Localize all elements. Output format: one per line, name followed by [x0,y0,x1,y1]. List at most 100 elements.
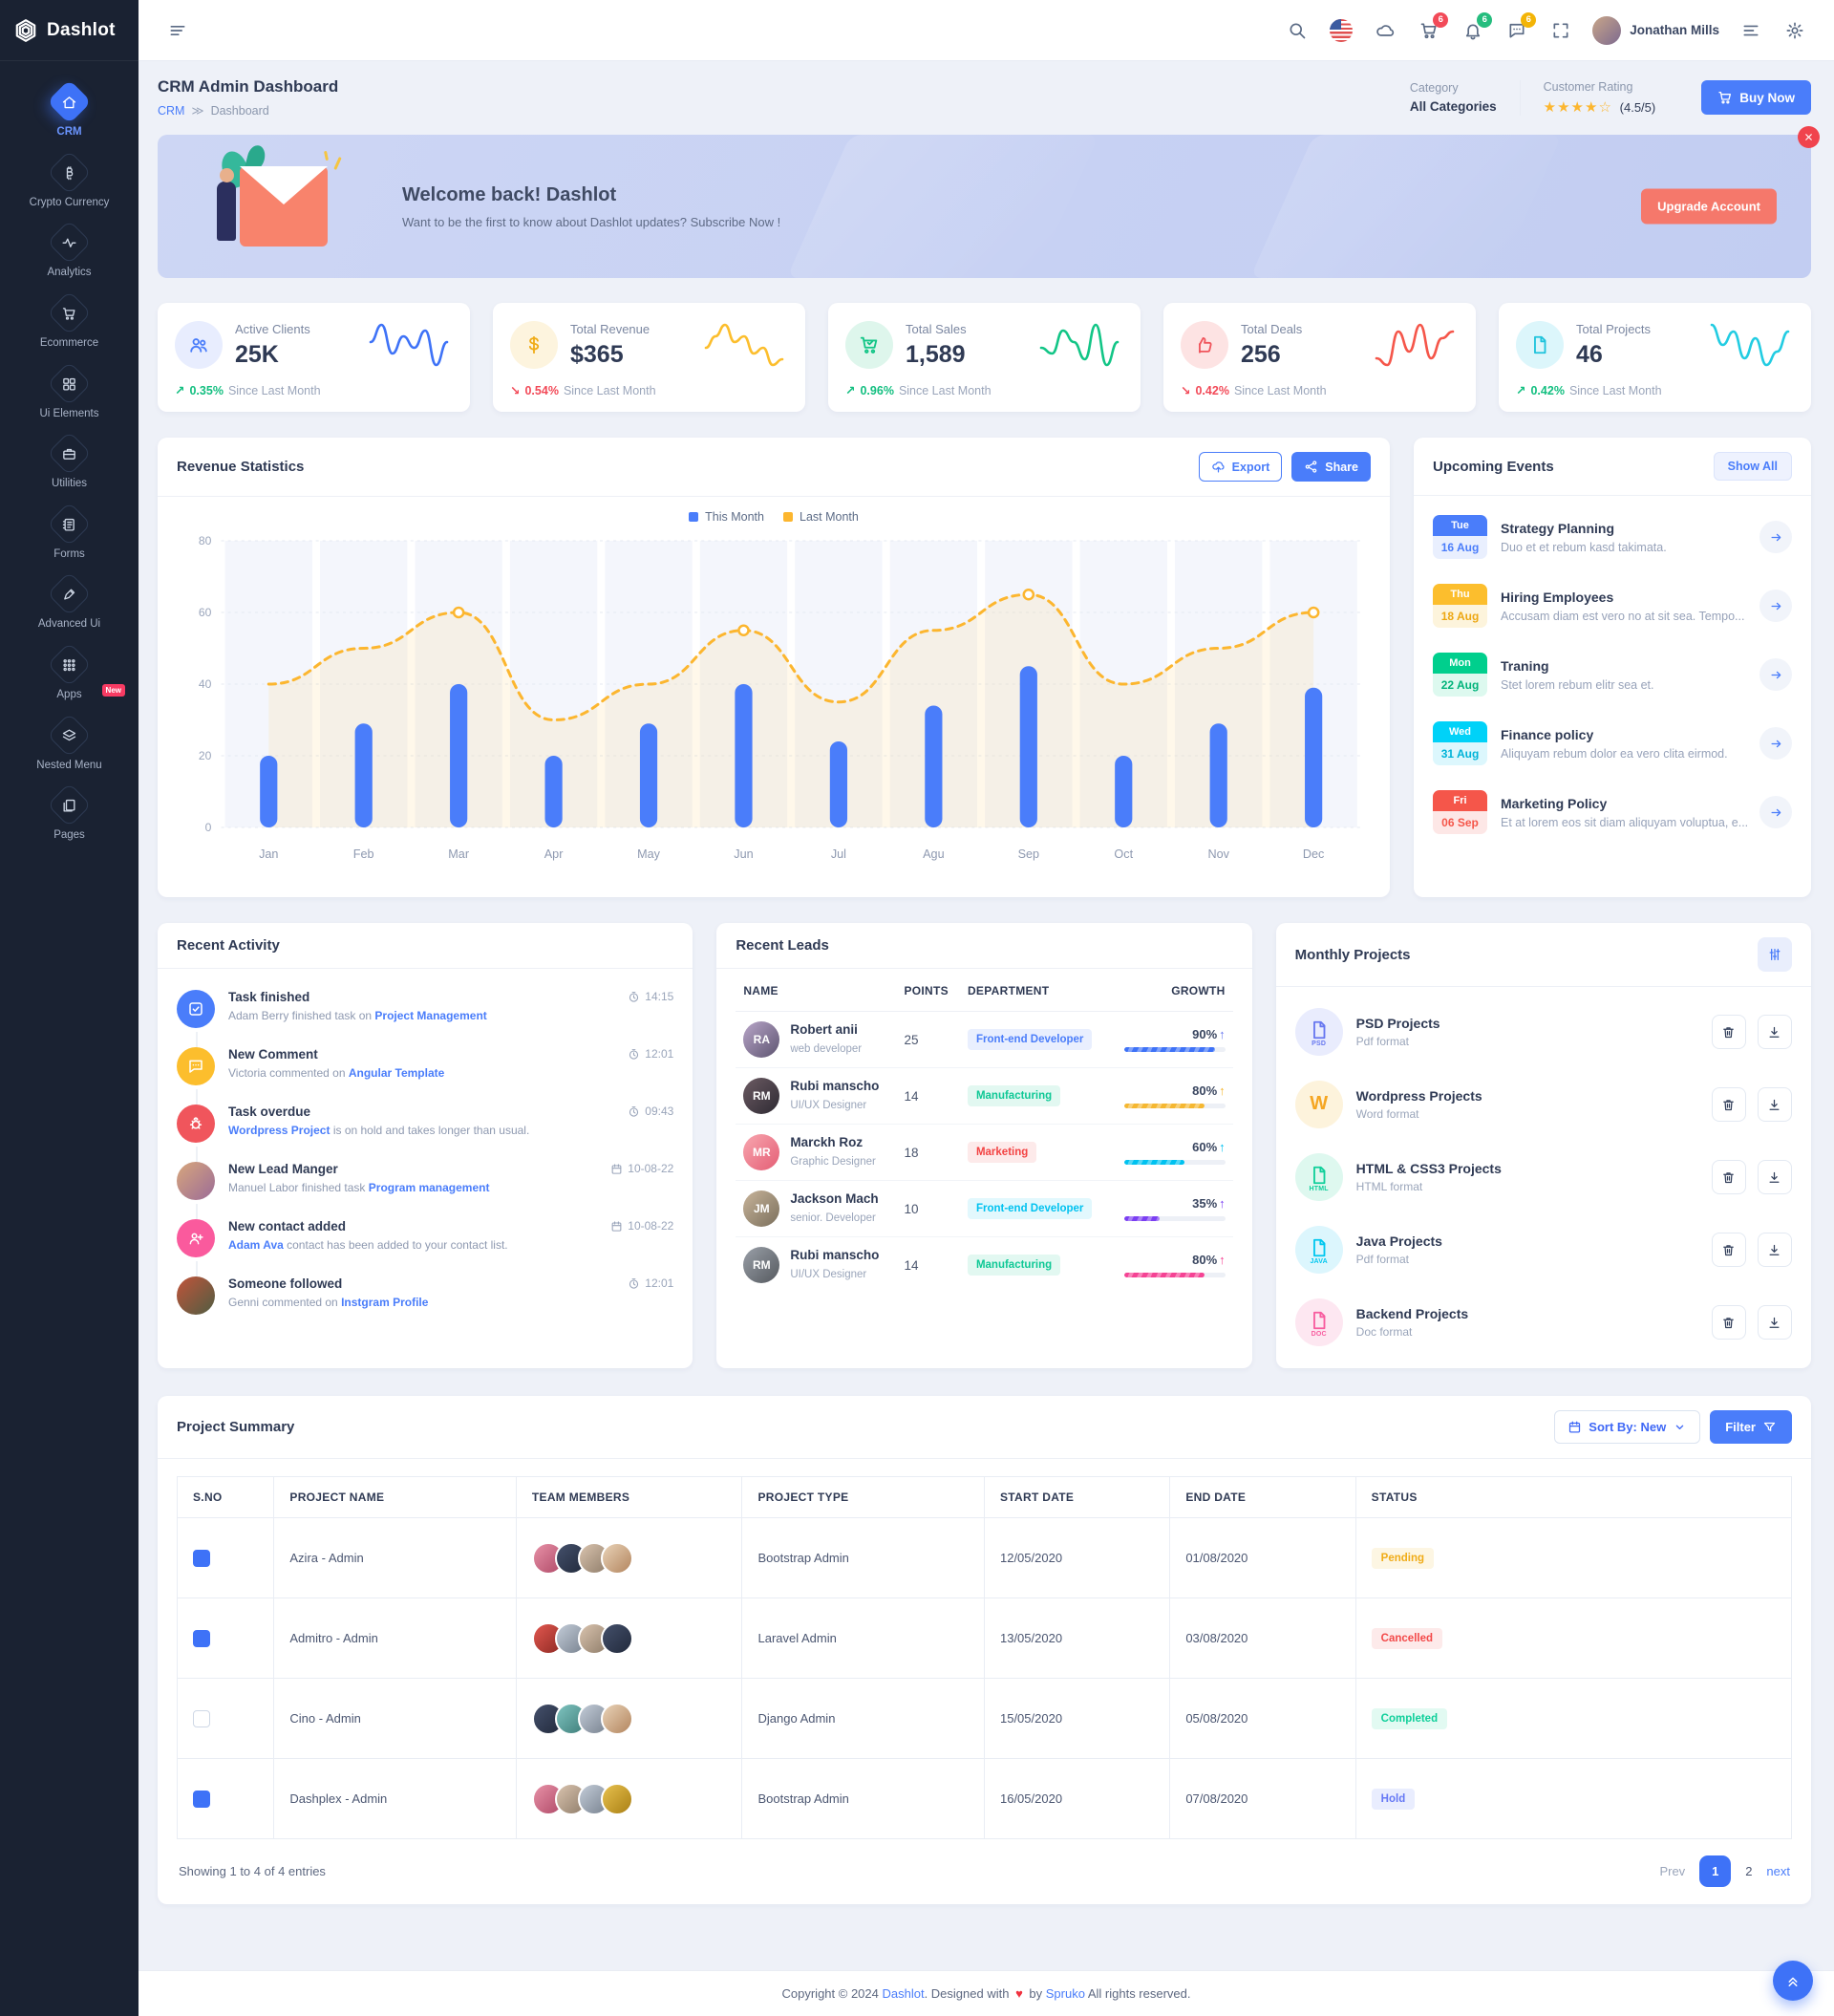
row-checkbox[interactable] [193,1709,210,1727]
cart-button[interactable]: 6 [1411,11,1449,49]
event-description: Aliquyam rebum dolor ea vero clita eirmo… [1501,746,1728,761]
breadcrumb-crm[interactable]: CRM [158,103,185,118]
row-checkbox[interactable] [193,1790,210,1808]
filter-button[interactable]: Filter [1710,1410,1792,1444]
next-page-button[interactable]: next [1766,1864,1790,1878]
weather-button[interactable] [1367,12,1403,49]
table-row[interactable]: MR Marckh Roz Graphic Designer 18 Marketin… [736,1124,1233,1181]
event-item[interactable]: Mon 22 Aug Traning Stet lorem rebum elitr… [1433,640,1792,709]
notifications-button[interactable]: 6 [1455,11,1493,49]
settings-button[interactable] [1777,12,1813,49]
sidebar-item-pages[interactable]: Pages [0,780,139,850]
event-open-button[interactable] [1759,796,1792,828]
event-open-button[interactable] [1759,658,1792,691]
activity-item[interactable]: New Lead Manger Manuel Labor finished ta… [177,1152,673,1231]
category-block: Category All Categories [1387,81,1520,114]
sidebar-item-nested-menu[interactable]: Nested Menu [0,710,139,781]
table-row[interactable]: JM Jackson Mach senior. Developer 10 Front… [736,1180,1233,1237]
event-item[interactable]: Fri 06 Sep Marketing Policy Et at lorem e… [1433,778,1792,847]
language-button[interactable] [1323,12,1359,49]
delete-button[interactable] [1711,1233,1746,1267]
sidebar-item-forms[interactable]: Forms [0,499,139,569]
status-badge: Pending [1371,1547,1435,1569]
shortcuts-button[interactable] [1733,12,1769,49]
download-button[interactable] [1757,1233,1792,1267]
delete-button[interactable] [1711,1015,1746,1049]
delete-button[interactable] [1711,1087,1746,1122]
trash-icon [1721,1243,1736,1257]
table-row[interactable]: RA Robert anii web developer 25 Front-end … [736,1011,1233,1068]
fullscreen-button[interactable] [1543,12,1579,49]
sidebar-item-apps[interactable]: Apps New [0,639,139,710]
activity-link[interactable]: Angular Template [348,1066,445,1080]
search-button[interactable] [1279,12,1315,49]
event-item[interactable]: Tue 16 Aug Strategy Planning Duo et et re… [1433,503,1792,571]
avatar [600,1621,633,1655]
trend-up-icon: ↗ [845,384,856,397]
page-1-button[interactable]: 1 [1699,1855,1732,1887]
event-item[interactable]: Thu 18 Aug Hiring Employees Accusam diam … [1433,571,1792,640]
activity-title: New Comment [228,1047,318,1062]
project-file-item[interactable]: W Wordpress Projects Word format [1294,1068,1792,1141]
dashlot-link[interactable]: Dashlot [882,1986,925,2001]
download-button[interactable] [1757,1087,1792,1122]
activity-link[interactable]: Adam Ava [228,1238,284,1252]
event-open-button[interactable] [1759,521,1792,553]
activity-item[interactable]: New Comment Victoria commented on Angula… [177,1038,673,1116]
table-row[interactable]: RM Rubi manscho UI/UX Designer 14 Manufact… [736,1067,1233,1125]
delete-button[interactable] [1711,1160,1746,1194]
download-button[interactable] [1757,1305,1792,1340]
row-checkbox[interactable] [193,1629,210,1647]
status-badge: Cancelled [1371,1627,1442,1649]
activity-link[interactable]: Wordpress Project [228,1124,331,1137]
activity-item[interactable]: Someone followed Genni commented on Inst… [177,1267,673,1324]
banner-close-button[interactable] [1798,126,1820,148]
page-2-button[interactable]: 2 [1745,1864,1753,1878]
back-to-top-button[interactable] [1773,1961,1813,2001]
users-icon [175,321,223,369]
sidebar-item-utilities[interactable]: Utilities [0,428,139,499]
menu-toggle-button[interactable] [160,12,196,49]
activity-link[interactable]: Program management [368,1181,490,1194]
growth-value: 35% [1192,1196,1218,1211]
projects-filter-button[interactable] [1757,937,1792,972]
user-menu[interactable]: Jonathan Mills [1587,15,1725,45]
activity-link[interactable]: Project Management [374,1009,487,1022]
app-logo[interactable]: Dashlot [0,0,139,61]
sidebar-item-crypto-currency[interactable]: Crypto Currency [0,147,139,218]
spruko-link[interactable]: Spruko [1045,1986,1085,2001]
event-open-button[interactable] [1759,727,1792,760]
event-item[interactable]: Wed 31 Aug Finance policy Aliquyam rebum … [1433,709,1792,778]
project-file-item[interactable]: JAVA Java Projects Pdf format [1294,1213,1792,1286]
sort-by-button[interactable]: Sort By: New [1554,1410,1701,1444]
project-file-item[interactable]: PSD PSD Projects Pdf format [1294,996,1792,1068]
calendar-icon [1567,1420,1582,1434]
stat-label: Total Revenue [570,321,650,336]
upgrade-account-button[interactable]: Upgrade Account [1641,188,1777,225]
project-file-item[interactable]: HTML HTML & CSS3 Projects HTML format [1294,1141,1792,1213]
download-button[interactable] [1757,1160,1792,1194]
sidebar-item-ecommerce[interactable]: Ecommerce [0,288,139,358]
sidebar-item-crm[interactable]: CRM [0,76,139,147]
activity-link[interactable]: Instgram Profile [341,1296,429,1309]
svg-text:40: 40 [199,677,212,691]
delete-button[interactable] [1711,1305,1746,1340]
export-button[interactable]: Export [1198,452,1283,482]
activity-item[interactable]: Task overdue Wordpress Project is on hol… [177,1095,673,1173]
project-file-item[interactable]: DOC Backend Projects Doc format [1294,1286,1792,1359]
share-button[interactable]: Share [1291,452,1371,482]
messages-button[interactable]: 6 [1499,11,1537,49]
sidebar-item-analytics[interactable]: Analytics [0,217,139,288]
download-button[interactable] [1757,1015,1792,1049]
table-row[interactable]: RM Rubi manscho UI/UX Designer 14 Manufact… [736,1237,1232,1294]
show-all-button[interactable]: Show All [1713,452,1792,481]
sidebar-item-ui-elements[interactable]: Ui Elements [0,358,139,429]
row-checkbox[interactable] [193,1549,210,1567]
prev-page-button[interactable]: Prev [1659,1864,1686,1878]
activity-item[interactable]: Task finished Adam Berry finished task o… [177,980,673,1059]
buy-now-button[interactable]: Buy Now [1701,80,1811,115]
activity-item[interactable]: New contact added Adam Ava contact has b… [177,1210,673,1288]
event-open-button[interactable] [1759,590,1792,622]
end-date: 05/08/2020 [1169,1678,1356,1759]
sidebar-item-advanced-ui[interactable]: Advanced Ui [0,568,139,639]
